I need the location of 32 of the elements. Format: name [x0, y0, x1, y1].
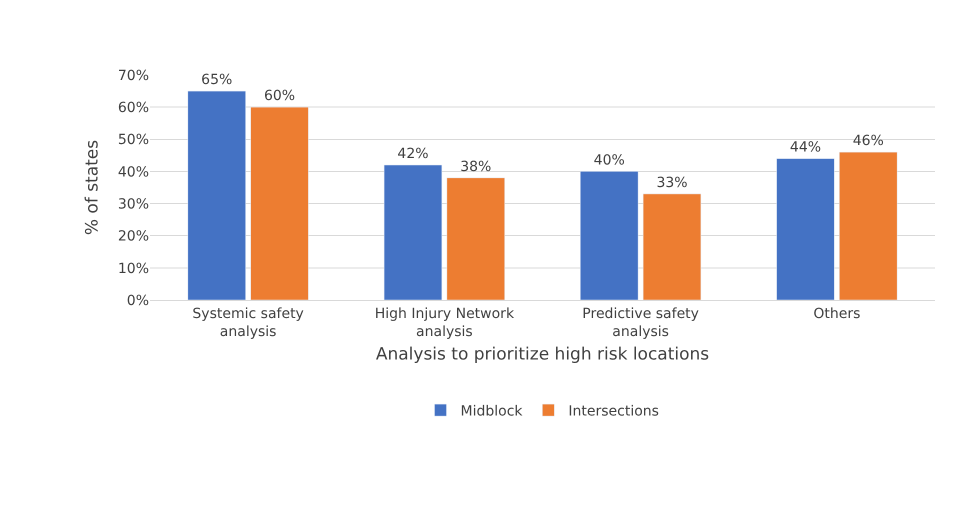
data-label: 46%	[852, 133, 884, 150]
y-tick-label: 10%	[118, 260, 149, 277]
data-label: 33%	[656, 174, 688, 191]
data-label: 40%	[594, 152, 625, 168]
y-tick-label: 70%	[118, 68, 149, 84]
y-tick-label: 40%	[118, 164, 149, 180]
y-tick-label: 20%	[118, 228, 149, 245]
data-label: 60%	[264, 88, 296, 104]
x-tick-label: High Injury Network analysis	[374, 306, 515, 340]
x-tick-label: Others	[813, 306, 860, 322]
x-tick-label: Predictive safety analysis	[582, 306, 699, 340]
bar	[250, 106, 309, 300]
x-tick-label: Systemic safety analysis	[192, 306, 304, 340]
bar	[642, 194, 702, 300]
data-label: 44%	[790, 140, 822, 156]
bar	[188, 90, 246, 300]
y-tick-label: 0%	[126, 292, 149, 309]
bar	[839, 152, 898, 300]
bar	[776, 158, 835, 300]
bar	[580, 171, 638, 300]
y-axis-title: % of states	[82, 140, 102, 236]
bar	[384, 164, 442, 300]
data-label: 38%	[460, 158, 492, 175]
bar	[446, 178, 505, 300]
data-label: 65%	[201, 72, 232, 88]
x-axis-title: Analysis to prioritize high risk locations	[376, 344, 710, 364]
y-tick-label: 30%	[118, 196, 149, 212]
legend-label: Intersections	[568, 404, 659, 420]
y-tick-label: 60%	[118, 100, 149, 116]
legend-label: Midblock	[460, 404, 524, 420]
data-label: 42%	[397, 146, 429, 162]
y-tick-label: 50%	[118, 132, 149, 148]
